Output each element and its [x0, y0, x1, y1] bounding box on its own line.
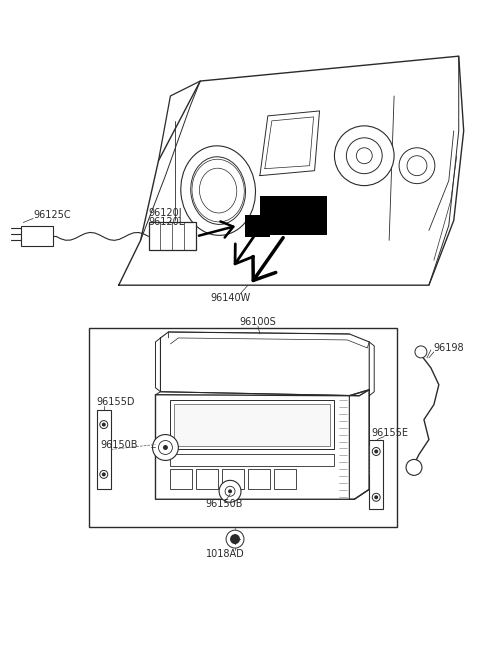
Text: 96120J: 96120J [148, 209, 182, 218]
Circle shape [219, 480, 241, 502]
Circle shape [372, 493, 380, 501]
Bar [222, 470, 244, 489]
Circle shape [228, 489, 232, 493]
Circle shape [226, 530, 244, 548]
Circle shape [374, 449, 378, 453]
Text: 96150B: 96150B [101, 440, 138, 449]
Circle shape [372, 447, 380, 455]
Bar [196, 470, 218, 489]
Text: 96100S: 96100S [240, 317, 276, 327]
Circle shape [399, 148, 435, 184]
Circle shape [406, 459, 422, 476]
Ellipse shape [191, 157, 246, 224]
Bar [89, 328, 397, 527]
Circle shape [153, 434, 179, 461]
Text: 96140W: 96140W [210, 293, 250, 303]
Ellipse shape [181, 146, 255, 236]
Circle shape [374, 495, 378, 499]
Text: 96155E: 96155E [371, 428, 408, 438]
Bar [369, 440, 383, 509]
Bar [21, 226, 53, 247]
Text: 96150B: 96150B [205, 499, 243, 509]
Bar [97, 409, 111, 489]
Circle shape [102, 422, 106, 426]
Ellipse shape [192, 159, 244, 222]
Bar [174, 403, 330, 445]
Circle shape [230, 534, 240, 544]
Bar [245, 215, 270, 237]
Ellipse shape [200, 168, 237, 213]
Circle shape [356, 148, 372, 164]
Circle shape [100, 420, 108, 428]
Bar [170, 470, 192, 489]
Bar [170, 400, 335, 449]
Bar [274, 470, 296, 489]
Bar [260, 195, 327, 236]
Circle shape [163, 445, 168, 450]
Circle shape [102, 472, 106, 476]
Circle shape [415, 346, 427, 358]
Text: 96125C: 96125C [33, 211, 71, 220]
Text: 96198: 96198 [434, 343, 465, 353]
Text: 96120L: 96120L [148, 217, 185, 228]
Text: 96155D: 96155D [97, 397, 135, 407]
Circle shape [335, 126, 394, 186]
Circle shape [407, 155, 427, 176]
Bar [170, 455, 335, 466]
Circle shape [347, 138, 382, 174]
Text: 1018AD: 1018AD [206, 549, 244, 559]
Bar [148, 222, 196, 251]
Bar [248, 470, 270, 489]
Circle shape [100, 470, 108, 478]
Circle shape [158, 441, 172, 455]
Circle shape [225, 486, 235, 497]
